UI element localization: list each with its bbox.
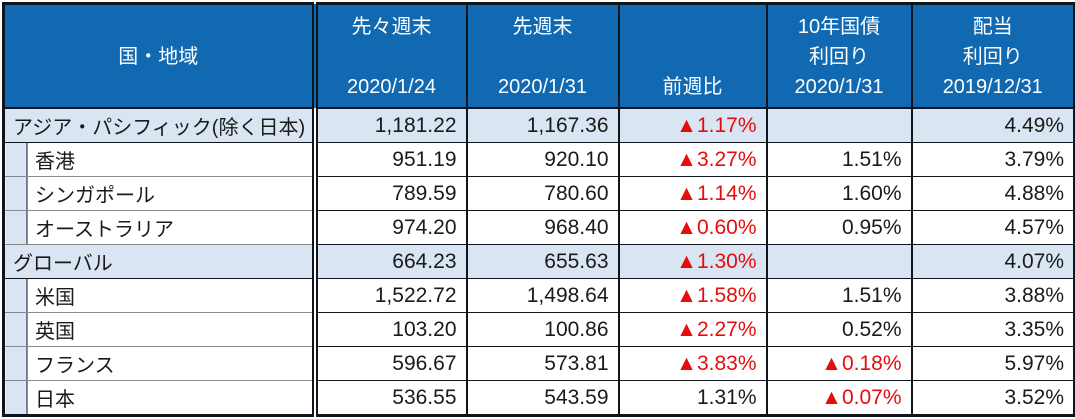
header-cell-prev_close: 先週末 2020/1/31: [465, 2, 620, 109]
cell-prev_close: 780.60: [465, 176, 620, 211]
header-line: [620, 12, 766, 42]
cell-bond10y_yield: ▲0.07%: [765, 380, 913, 416]
cell-prev2_close: 103.20: [313, 312, 468, 347]
header-line: 2019/12/31: [942, 76, 1043, 98]
cell-prev2_close: 974.20: [313, 210, 468, 245]
cell-region-label: 英国: [2, 312, 318, 347]
cell-wow_change: ▲3.83%: [617, 346, 768, 381]
cell-region-label: オーストラリア: [2, 210, 318, 245]
cell-wow_change: ▲1.30%: [617, 244, 768, 279]
header-line: 先々週末: [351, 16, 432, 38]
cell-prev_close: 543.59: [465, 380, 620, 416]
cell-bond10y_yield: 1.51%: [765, 278, 913, 313]
cell-dividend_yield: 5.97%: [910, 346, 1075, 381]
cell-region-label: アジア・パシフィック(除く日本): [2, 107, 318, 143]
header-line: 前週比: [662, 76, 723, 98]
cell-prev2_close: 1,181.22: [313, 107, 468, 143]
cell-bond10y_yield: ▲0.18%: [765, 346, 913, 381]
cell-dividend_yield: 4.07%: [910, 244, 1075, 279]
header-cell-bond10y_yield: 10年国債利回り 2020/1/31: [765, 2, 913, 109]
cell-bond10y_yield: 1.60%: [765, 176, 913, 211]
cell-wow_change: ▲0.60%: [617, 210, 768, 245]
header-line: 先週末: [512, 16, 573, 38]
cell-prev2_close: 536.55: [313, 380, 468, 416]
header-line: [620, 42, 766, 72]
cell-bond10y_yield: 0.95%: [765, 210, 913, 245]
header-line: [318, 42, 466, 72]
cell-dividend_yield: 3.79%: [910, 142, 1075, 177]
cell-prev_close: 920.10: [465, 142, 620, 177]
table-row: フランス 596.67 573.81 ▲3.83% ▲0.18% 5.97%: [2, 346, 1075, 381]
header-row: 国・地域 先々週末 2020/1/24 先週末 2020/1/31 前週比 10年国債利回り…: [2, 2, 1075, 109]
cell-prev2_close: 664.23: [313, 244, 468, 279]
cell-dividend_yield: 4.49%: [910, 107, 1075, 143]
cell-prev_close: 573.81: [465, 346, 620, 381]
cell-bond10y_yield: 1.51%: [765, 142, 913, 177]
table-row: シンガポール 789.59 780.60 ▲1.14% 1.60% 4.88%: [2, 176, 1075, 211]
cell-wow_change: ▲3.27%: [617, 142, 768, 177]
cell-wow_change: ▲1.58%: [617, 278, 768, 313]
header-line: 2020/1/24: [347, 76, 436, 98]
table-row: アジア・パシフィック(除く日本) 1,181.22 1,167.36 ▲1.17% 4.…: [2, 107, 1075, 143]
cell-region-label: 米国: [2, 278, 318, 313]
cell-prev2_close: 951.19: [313, 142, 468, 177]
cell-prev_close: 100.86: [465, 312, 620, 347]
header-cell-region: 国・地域: [2, 2, 318, 109]
cell-dividend_yield: 4.57%: [910, 210, 1075, 245]
cell-dividend_yield: 3.35%: [910, 312, 1075, 347]
cell-prev_close: 1,498.64: [465, 278, 620, 313]
cell-region-label: 香港: [2, 142, 318, 177]
cell-dividend_yield: 3.88%: [910, 278, 1075, 313]
cell-wow_change: ▲1.17%: [617, 107, 768, 143]
header-line: 2020/1/31: [794, 76, 884, 98]
cell-prev_close: 1,167.36: [465, 107, 620, 143]
table-row: 英国 103.20 100.86 ▲2.27% 0.52% 3.35%: [2, 312, 1075, 347]
table-row: 香港 951.19 920.10 ▲3.27% 1.51% 3.79%: [2, 142, 1075, 177]
cell-wow_change: ▲2.27%: [617, 312, 768, 347]
table-row: 米国 1,522.72 1,498.64 ▲1.58% 1.51% 3.88%: [2, 278, 1075, 313]
header-cell-dividend_yield: 配当利回り 2019/12/31: [910, 2, 1075, 109]
cell-region-label: グローバル: [2, 244, 318, 279]
cell-bond10y_yield: 0.52%: [765, 312, 913, 347]
header-cell-prev2_close: 先々週末 2020/1/24: [313, 2, 468, 109]
table-body: アジア・パシフィック(除く日本) 1,181.22 1,167.36 ▲1.17% 4.…: [2, 107, 1075, 416]
header-cell-wow_change: 前週比: [617, 2, 768, 109]
cell-prev2_close: 1,522.72: [313, 278, 468, 313]
cell-wow_change: 1.31%: [617, 380, 768, 416]
header-line: [468, 42, 618, 72]
cell-prev2_close: 596.67: [313, 346, 468, 381]
cell-dividend_yield: 4.88%: [910, 176, 1075, 211]
cell-prev2_close: 789.59: [313, 176, 468, 211]
cell-region-label: フランス: [2, 346, 318, 381]
cell-wow_change: ▲1.14%: [617, 176, 768, 211]
header-line: 10年国債: [797, 16, 881, 38]
cell-bond10y_yield: [765, 244, 913, 279]
cell-prev_close: 655.63: [465, 244, 620, 279]
table-row: オーストラリア 974.20 968.40 ▲0.60% 0.95% 4.57%: [2, 210, 1075, 245]
header-line: 利回り: [962, 46, 1023, 68]
header-line: 2020/1/31: [498, 76, 587, 98]
cell-bond10y_yield: [765, 107, 913, 143]
header-line: 配当: [972, 16, 1013, 38]
cell-dividend_yield: 3.52%: [910, 380, 1075, 416]
header-line: 利回り: [809, 46, 869, 68]
header-line: 国・地域: [118, 46, 199, 68]
table-row: グローバル 664.23 655.63 ▲1.30% 4.07%: [2, 244, 1075, 279]
cell-region-label: シンガポール: [2, 176, 318, 211]
table-row: 日本 536.55 543.59 1.31% ▲0.07% 3.52%: [2, 380, 1075, 416]
cell-region-label: 日本: [2, 380, 318, 416]
cell-prev_close: 968.40: [465, 210, 620, 245]
